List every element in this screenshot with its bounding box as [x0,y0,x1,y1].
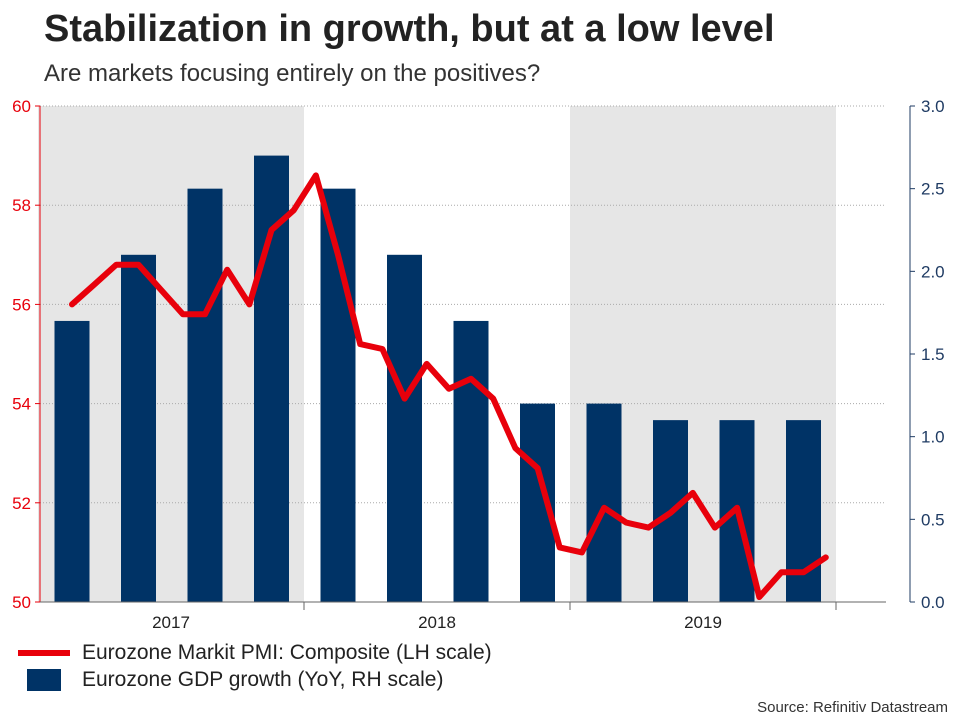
right-axis-tick-label: 0.5 [921,510,945,529]
legend-pmi-label: Eurozone Markit PMI: Composite (LH scale… [82,641,492,664]
chart-subtitle: Are markets focusing entirely on the pos… [44,60,541,87]
right-axis-tick-label: 2.0 [921,262,945,281]
left-axis-tick-label: 52 [12,494,31,513]
right-axis-tick-label: 1.0 [921,428,945,447]
legend-gdp-label: Eurozone GDP growth (YoY, RH scale) [82,668,444,691]
right-axis-tick-label: 0.0 [921,593,945,612]
gdp-bar [54,320,90,602]
gdp-bar [387,254,422,603]
gdp-bar [586,403,622,602]
left-axis-tick-label: 60 [12,97,31,116]
x-axis-year-label: 2018 [418,613,456,632]
left-axis-tick-label: 58 [12,196,31,215]
gdp-bar [121,254,156,603]
legend-pmi-swatch [18,650,70,656]
left-axis-tick-label: 56 [12,295,31,314]
gdp-bar [187,188,223,602]
left-axis-tick-label: 50 [12,593,31,612]
x-axis-year-label: 2017 [152,613,190,632]
chart-title: Stabilization in growth, but at a low le… [44,8,775,50]
gdp-bar [453,320,489,602]
x-axis-year-label: 2019 [684,613,722,632]
combo-chart: 50 52 54 56 58 60 0.0 0.5 1.0 1.5 2.0 2.5 3.0 2017 201… [12,97,945,632]
pmi-line [69,172,829,600]
right-axis-tick-label: 3.0 [921,97,945,116]
source-note: Source: Refinitiv Datastream [757,699,948,716]
right-axis-tick-label: 2.5 [921,180,945,199]
legend-item-gdp: Eurozone GDP growth (YoY, RH scale) [18,668,443,692]
legend-gdp-swatch [27,669,61,691]
right-axis-tick-label: 1.5 [921,345,945,364]
left-axis-tick-label: 54 [12,395,31,414]
legend-item-pmi: Eurozone Markit PMI: Composite (LH scale… [18,641,492,665]
